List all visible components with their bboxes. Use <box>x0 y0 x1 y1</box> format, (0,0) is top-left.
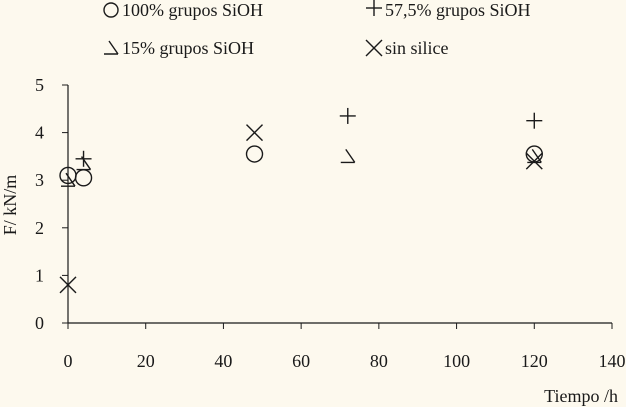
legend-item: sin silice <box>365 38 449 58</box>
x-tick-label: 60 <box>292 351 310 371</box>
y-tick-label: 2 <box>35 218 44 238</box>
cross-marker <box>246 124 264 142</box>
x-tick-label: 20 <box>137 351 155 371</box>
triangle-marker <box>76 156 92 171</box>
x-tick-label: 140 <box>599 351 626 371</box>
x-axis-label: Tiempo /h <box>544 386 618 406</box>
legend-item: 57,5% grupos SiOH <box>366 0 531 20</box>
x-tick-label: 120 <box>521 351 548 371</box>
legend-label: 57,5% grupos SiOH <box>385 0 531 20</box>
x-tick-label: 80 <box>370 351 388 371</box>
legend-label: 100% grupos SiOH <box>122 0 263 20</box>
legend-label: sin silice <box>385 38 449 58</box>
axes <box>67 85 612 324</box>
y-tick-label: 4 <box>35 123 44 143</box>
series-3 <box>61 149 542 187</box>
x-tick-label: 0 <box>64 351 73 371</box>
series-4 <box>59 124 543 294</box>
x-tick-label: 40 <box>214 351 232 371</box>
legend-item: 100% grupos SiOH <box>103 0 263 20</box>
plus-marker <box>526 112 543 129</box>
triangle-marker <box>104 40 119 55</box>
ticks: 0 1 2 3 4 5 0 20 40 60 80 100 120 140 <box>35 75 626 371</box>
y-tick-label: 5 <box>35 75 44 95</box>
legend-label: 15% grupos SiOH <box>122 38 254 58</box>
circle-marker <box>245 145 264 163</box>
triangle-marker <box>527 149 542 164</box>
legend: 100% grupos SiOH 57,5% grupos SiOH 15% gru… <box>103 0 531 58</box>
cross-marker <box>365 39 383 57</box>
series-2 <box>75 107 543 167</box>
series-1 <box>59 145 543 187</box>
data-marks <box>59 107 543 294</box>
triangle-marker <box>61 172 76 187</box>
cross-marker <box>525 152 543 170</box>
cross-marker <box>59 276 77 294</box>
y-tick-label: 0 <box>35 313 44 333</box>
circle-marker <box>74 169 93 187</box>
plus-marker <box>366 0 382 16</box>
y-tick-label: 1 <box>35 265 44 285</box>
y-tick-label: 3 <box>35 170 44 190</box>
plus-marker <box>339 107 356 124</box>
legend-item: 15% grupos SiOH <box>104 38 254 58</box>
circle-marker <box>103 2 119 18</box>
x-tick-label: 100 <box>443 351 470 371</box>
triangle-marker <box>340 149 356 164</box>
y-axis-label: F/ kN/m <box>0 175 20 236</box>
